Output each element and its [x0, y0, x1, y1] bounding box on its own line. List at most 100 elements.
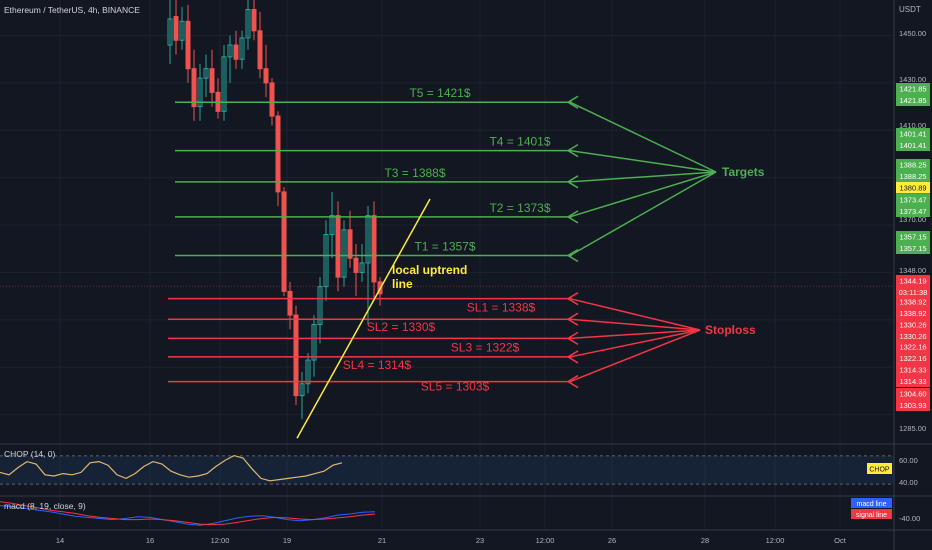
price-label: 1322.16	[899, 343, 926, 352]
price-label-box[interactable]	[896, 388, 930, 400]
target-label: T2 = 1373$	[489, 201, 550, 215]
price-label-box[interactable]	[896, 170, 930, 183]
target-label: T4 = 1401$	[489, 135, 550, 149]
candle-body	[245, 8, 251, 39]
stop-lines[interactable]: SL1 = 1338$ SL2 = 1330$ SL3 = 1322$ SL4 = 1…	[168, 292, 756, 394]
macd-pane: -40.00 macd line signal line	[0, 498, 920, 526]
price-tick-label: 1430.00	[899, 75, 926, 84]
price-label: 1401.41	[899, 130, 926, 139]
candle-body	[365, 215, 371, 264]
candle-body	[353, 257, 359, 273]
time-tick-label: 14	[56, 536, 64, 545]
price-label: 1322.16	[899, 354, 926, 363]
candle-body	[347, 229, 353, 259]
price-label-box[interactable]	[896, 231, 930, 243]
price-label-box[interactable]	[896, 83, 930, 95]
target-arrowhead	[566, 144, 579, 158]
price-label-box[interactable]	[896, 375, 930, 388]
time-tick-label: 26	[608, 536, 616, 545]
price-label-box[interactable]	[896, 319, 930, 331]
signal-legend-box[interactable]	[851, 509, 892, 519]
price-label-box[interactable]	[896, 182, 930, 194]
time-axis[interactable]: 14 16 12:00 19 21 23 12:00 26 28 12:00 Oct	[56, 536, 847, 545]
price-label: 1338.92	[899, 309, 926, 318]
price-label-box[interactable]	[896, 205, 930, 218]
price-label-box[interactable]	[896, 296, 930, 308]
price-label-box[interactable]	[896, 330, 930, 343]
price-label-box[interactable]	[896, 341, 930, 353]
time-tick-label: 19	[283, 536, 291, 545]
chop-badge[interactable]	[867, 463, 892, 474]
chop-badge-label: CHOP	[869, 467, 890, 474]
stop-arrowhead	[566, 331, 579, 346]
candle-body	[317, 286, 323, 326]
target-label: T1 = 1357$	[414, 239, 475, 253]
candle-body	[323, 234, 329, 288]
candle-body	[185, 20, 191, 70]
stop-connector	[569, 318, 701, 331]
price-label: 1330.26	[899, 332, 926, 341]
price-label-box[interactable]	[896, 139, 930, 152]
stop-arrowhead	[566, 374, 579, 389]
price-label: 1373.47	[899, 207, 926, 216]
signal-legend-label: signal line	[856, 512, 887, 519]
price-label-box[interactable]	[896, 399, 930, 412]
price-label: 1314.33	[899, 366, 926, 375]
signal-line	[0, 501, 376, 526]
target-connector	[569, 149, 717, 173]
price-label-box[interactable]	[896, 364, 930, 376]
uptrend-label: line	[392, 277, 413, 291]
time-tick-label: 12:00	[766, 536, 785, 545]
candle-body	[293, 314, 299, 397]
candle-body	[359, 262, 365, 273]
stop-arrowhead	[566, 292, 579, 306]
price-label-box[interactable]	[896, 242, 930, 255]
target-connector	[569, 171, 717, 218]
price-label-box[interactable]	[896, 194, 930, 206]
stop-label: SL3 = 1322$	[451, 340, 520, 354]
price-label-box[interactable]	[896, 352, 930, 365]
candle-body	[191, 68, 197, 108]
price-label: 1344.19	[899, 277, 926, 286]
macd-tick-label: -40.00	[899, 514, 920, 523]
price-label: 1357.15	[899, 233, 926, 242]
stop-connector	[569, 297, 701, 331]
price-tick-label: 1370.00	[899, 215, 926, 224]
stop-arrowhead	[566, 312, 579, 326]
price-label: 1338.92	[899, 298, 926, 307]
stop-label: SL5 = 1303$	[421, 380, 490, 394]
price-axis[interactable]: 1450.00 1430.00 1410.00 1370.00 1348.00 1285.…	[896, 29, 930, 433]
target-arrowhead	[566, 210, 579, 224]
stop-connector	[569, 329, 701, 340]
target-lines[interactable]: T5 = 1421$ T4 = 1401$ T3 = 1388$ T2 = 1373$…	[175, 86, 765, 263]
candle-body	[281, 191, 287, 292]
time-tick-label: 21	[378, 536, 386, 545]
target-label: T5 = 1421$	[409, 86, 470, 100]
macd-legend-box[interactable]	[851, 498, 892, 508]
price-label-box[interactable]	[896, 94, 930, 107]
target-label: T3 = 1388$	[384, 166, 445, 180]
target-arrowhead	[566, 248, 579, 263]
currency-label: USDT	[899, 5, 921, 14]
price-label: 1373.47	[899, 196, 926, 205]
candle-body	[311, 324, 317, 361]
price-label-box[interactable]	[896, 159, 930, 171]
price-label-box[interactable]	[896, 307, 930, 320]
grid	[0, 0, 894, 530]
time-tick-label: 12:00	[536, 536, 555, 545]
price-label-box[interactable]	[896, 275, 930, 287]
uptrend-line-segment[interactable]	[296, 198, 431, 439]
stop-arrowhead	[566, 350, 579, 364]
candle-body	[203, 68, 209, 79]
candles	[0, 0, 894, 420]
candle-body	[227, 44, 233, 58]
price-label-box[interactable]	[896, 128, 930, 140]
macd-indicator-title: macd (8, 19, close, 9)	[4, 501, 86, 511]
price-label-box[interactable]	[896, 286, 930, 299]
target-arrowhead	[566, 175, 579, 189]
candle-body	[221, 56, 227, 112]
symbol-title: Ethereum / TetherUS, 4h, BINANCE	[4, 5, 140, 15]
